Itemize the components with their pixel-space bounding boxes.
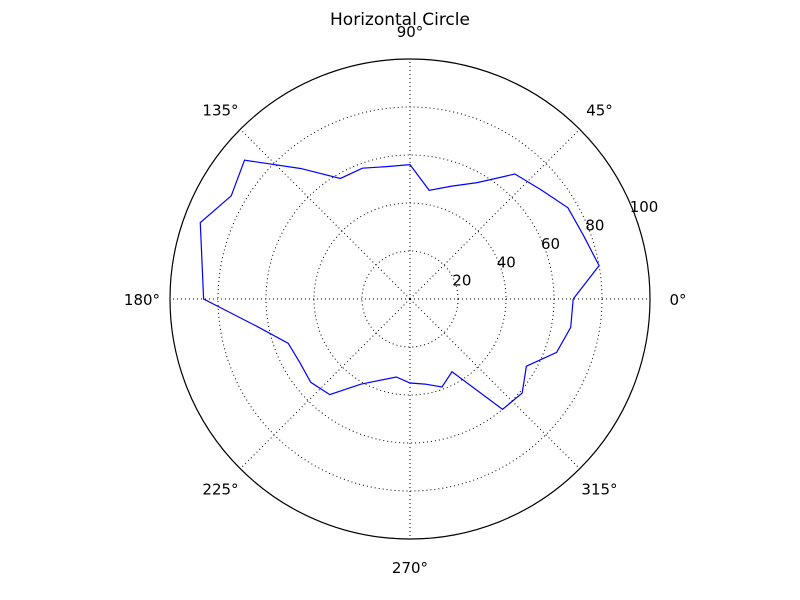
theta-tick-label-180: 180°: [124, 291, 160, 309]
theta-tick-label-0: 0°: [669, 291, 686, 309]
r-tick-label-80: 80: [585, 217, 604, 235]
theta-gridline-45: [409, 128, 581, 300]
center-point: [408, 297, 412, 301]
theta-gridline-135: [239, 128, 411, 300]
r-tick-label-60: 60: [541, 235, 560, 253]
series-layer: [199, 159, 600, 411]
chart-title: Horizontal Circle: [330, 10, 470, 30]
polar-frame: [169, 58, 651, 540]
r-tick-label-20: 20: [452, 272, 471, 290]
grid-layer: [169, 58, 651, 540]
r-tick-label-40: 40: [497, 253, 516, 271]
theta-tick-label-225: 225°: [202, 481, 238, 499]
theta-tick-label-135: 135°: [202, 102, 238, 120]
theta-tick-label-45: 45°: [586, 102, 613, 120]
theta-tick-label-315: 315°: [581, 481, 617, 499]
r-tick-label-100: 100: [630, 198, 659, 216]
theta-tick-label-90: 90°: [397, 23, 424, 41]
theta-gridline-225: [239, 298, 411, 470]
series-line-0: [199, 159, 600, 411]
theta-tick-label-270: 270°: [392, 559, 428, 577]
theta-gridline-315: [409, 298, 581, 470]
label-layer: 0° 45° 90° 135° 180° 225° 270° 315° 20 40 60 80 100: [124, 23, 687, 577]
